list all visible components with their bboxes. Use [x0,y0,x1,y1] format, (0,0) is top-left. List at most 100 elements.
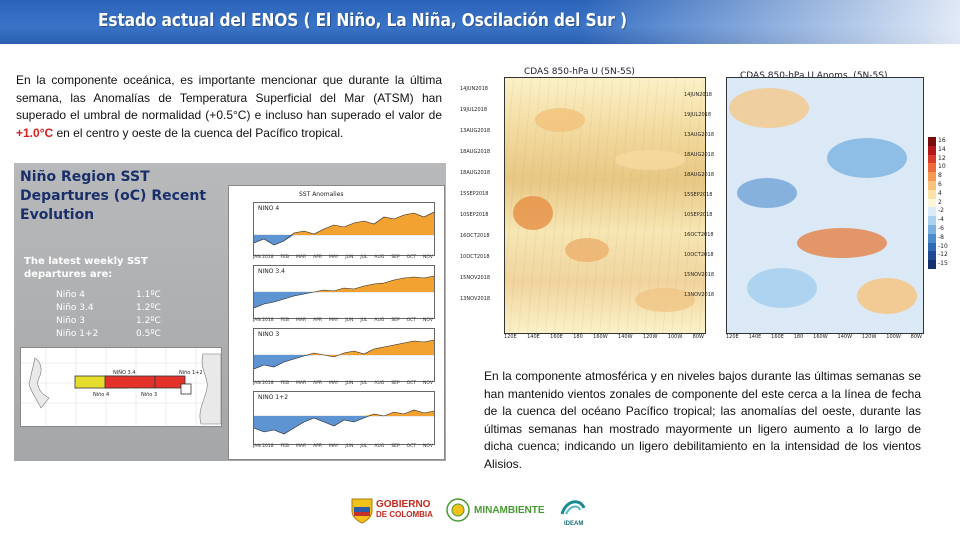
nino34-region [104,375,156,389]
atmospheric-paragraph: En la componente atmosférica y en nivele… [484,369,921,471]
month-tick: OCT [406,444,417,449]
colorbar-swatch [928,242,936,252]
lon-tick: 160W [593,334,608,340]
mini-chart-svg [254,211,434,246]
gobierno-line-1: GOBIERNO [376,499,431,510]
mini-chart-nino12: NINO 1+2 [253,391,435,445]
month-tick: JUN [345,255,354,260]
lon-tick: 140E [527,334,540,340]
month-tick: SEP [391,444,400,449]
hov-left-dates: 14JUN2018 19JUL2018 13AUG2018 18AUG2018 … [460,79,490,310]
month-tick: APR [313,444,323,449]
month-tick: MAY [329,255,339,260]
nino-row-3: Niño 3 1.2ºC [56,316,176,326]
hov-blob [729,88,809,128]
month-tick: FEB [280,381,290,386]
minambiente-seal-icon [446,498,470,522]
colorbar-swatch [928,189,936,199]
nino-title-line-3: Evolution [20,207,95,223]
colorbar-label: 2 [938,198,942,206]
month-tick: OCT [406,318,417,323]
hov-date: 10SEP2018 [460,212,489,218]
map-label-nino34: NIÑO 3.4 [113,369,135,376]
hov-blob [513,196,553,230]
hov-date: 16OCT2018 [460,233,490,239]
mini-chart-nino34: NINO 3.4 [253,265,435,319]
month-tick: APR [313,381,323,386]
map-label-nino4: Niño 4 [93,392,109,398]
lon-tick: 120E [726,334,739,340]
month-tick: MAR [296,255,307,260]
hov-blob [635,288,695,312]
mini-chart-nino3: NINO 3 [253,328,435,382]
month-tick: AUG [374,381,385,386]
nino-row-value: 1.2ºC [136,316,161,326]
hov-right-title: CDAS 850-hPa U Anoms. (5N-5S) [740,71,888,81]
colorbar-label: 8 [938,172,942,180]
oceanic-paragraph-end: en el centro y oeste de la cuenca del Pa… [53,125,344,140]
nino-subtitle-line-1: The latest weekly SST [24,256,148,267]
month-tick: SEP [391,255,400,260]
mini-chart-label: NINO 3 [258,331,280,338]
colorbar-swatch [928,251,936,261]
hov-date: 13AUG2018 [460,128,491,134]
hov-date: 14JUN2018 [684,92,712,98]
mini-chart-label: NINO 1+2 [258,394,289,401]
month-tick: MAY [329,318,339,323]
month-tick: NOV [423,318,433,323]
footer-logos: GOBIERNO DE COLOMBIA MINAMBIENTE IDEAM [340,492,600,528]
month-tick: JAN 2018 [253,255,274,260]
ideam-logo-icon [560,500,586,515]
hov-blob [535,108,585,132]
month-tick: JAN 2018 [253,381,274,386]
month-tick: SEP [391,381,400,386]
month-tick: SEP [391,318,400,323]
hov-date: 15NOV2018 [460,275,491,281]
colorbar-label: -6 [938,225,944,232]
colorbar-label: -8 [938,233,944,241]
colorbar-swatch [928,137,936,146]
hov-date: 18AUG2018 [460,170,491,176]
nino-region-panel: Niño Region SST Departures (oC) Recent E… [14,163,446,461]
month-tick: NOV [423,381,433,386]
oceanic-threshold-value: +1.0°C [16,125,54,140]
hov-left-title: CDAS 850-hPa U (5N-5S) [524,67,635,77]
colorbar-label: -2 [938,207,944,215]
month-tick: NOV [423,444,433,449]
hov-right-plot [726,77,924,334]
mini-chart-svg [254,409,434,435]
colorbar-label: -12 [938,251,948,259]
page-title: Estado actual del ENOS ( El Niño, La Niñ… [98,10,627,31]
title-bar: Estado actual del ENOS ( El Niño, La Niñ… [0,0,960,44]
sst-anomalies-chart: SST Anomalies NINO 4 JAN 2018 FEB MAR APR MA… [228,185,445,460]
hov-date: 18AUG2018 [684,172,715,178]
nino-row-value: 1.2ºC [136,303,161,313]
hov-blob [737,178,797,208]
hov-left-plot [504,77,706,334]
nino12-region [180,383,192,395]
colorbar-swatch [928,233,936,243]
mini-chart-label: NINO 3.4 [258,268,285,275]
colorbar-label: 6 [938,181,942,188]
hov-blob [615,150,685,170]
lon-tick: 100W [886,334,901,340]
lon-tick: 160E [550,334,563,340]
month-tick: OCT [406,255,417,260]
map-label-nino12: Niño 1+2 [179,370,203,376]
nino-row-label: Niño 4 [56,290,86,300]
nino-title-line-2: Departures (oC) Recent [20,188,207,204]
colorbar-label: 14 [938,145,946,153]
hov-date: 15SEP2018 [684,192,713,198]
month-tick: JUN [345,381,354,386]
hov-left-x-axis: 120E 140E 160E 180 160W 140W 120W 100W 80W [504,334,704,342]
hov-date: 19JUL2018 [684,112,712,118]
hov-blob [857,278,917,314]
lon-tick: 80W [692,334,704,340]
nino-row-34: Niño 3.4 1.2ºC [56,303,176,313]
month-tick: JUL [360,381,368,386]
month-tick: AUG [374,318,385,323]
sst-chart-header: SST Anomalies [299,191,344,198]
month-tick: APR [313,318,323,323]
mini-chart-nino4: NINO 4 [253,202,435,256]
month-tick: AUG [374,444,385,449]
